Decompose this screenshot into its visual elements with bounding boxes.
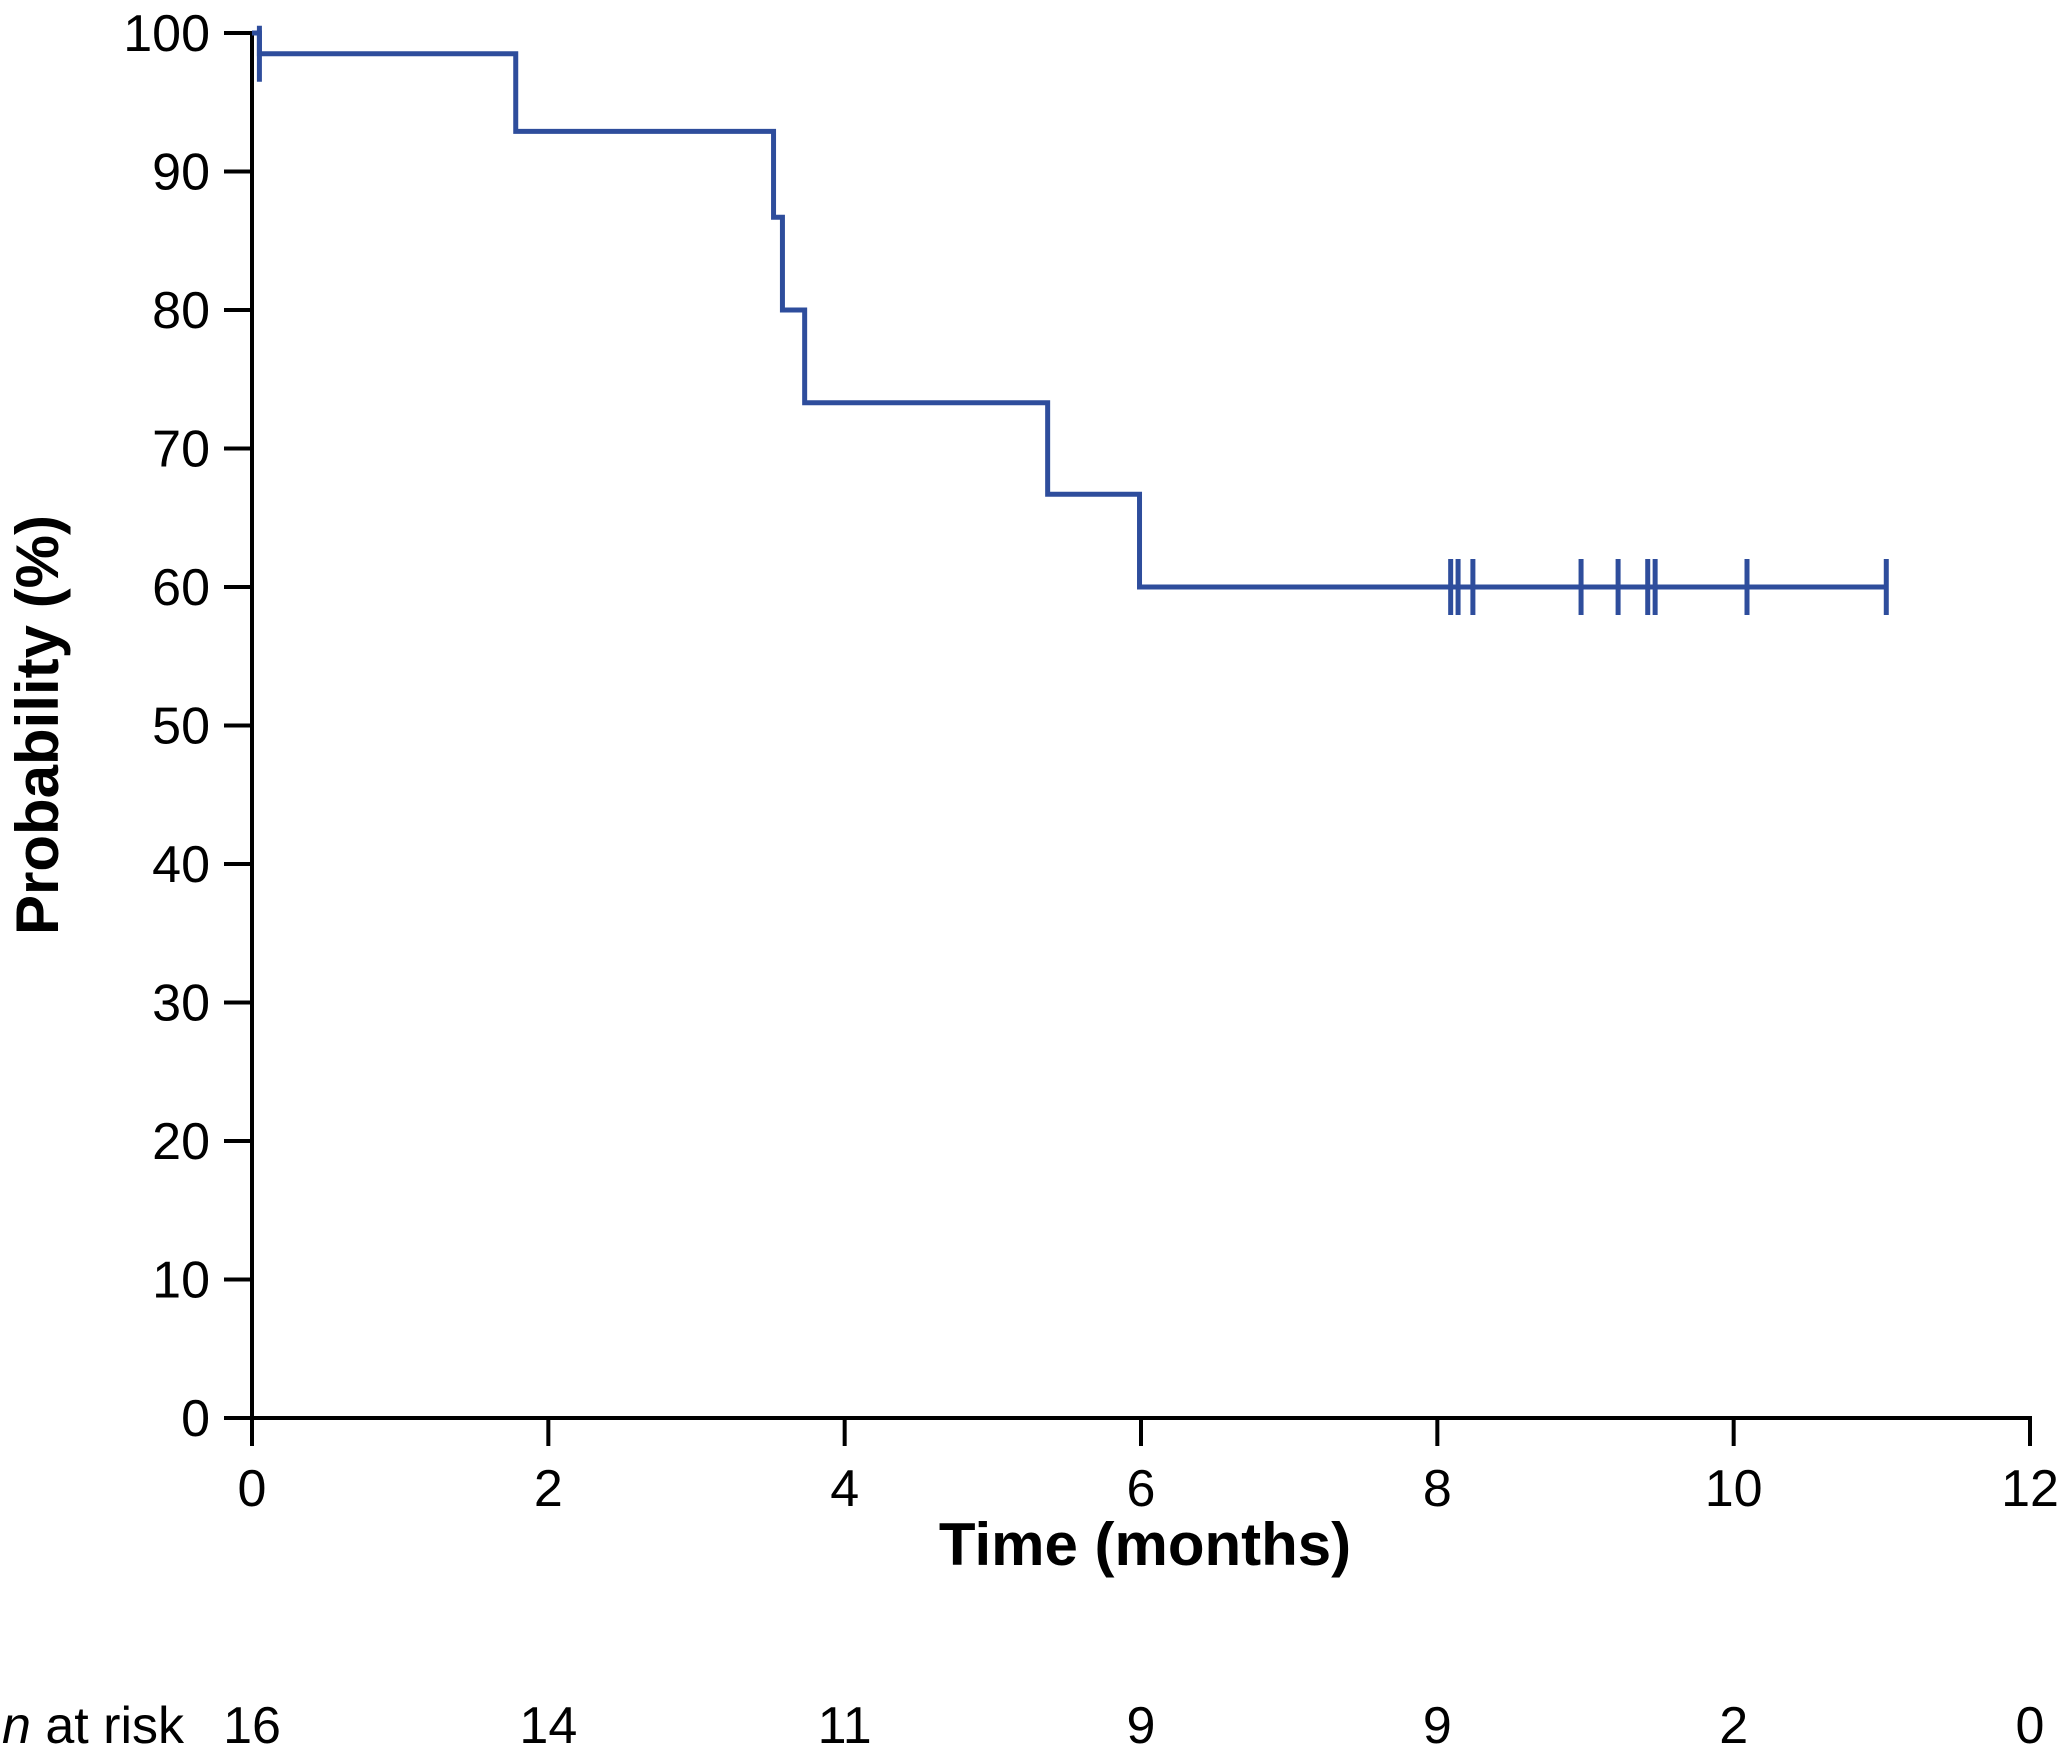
x-tick-label: 6 [1127, 1460, 1156, 1518]
x-tick-label: 10 [1705, 1460, 1763, 1518]
at-risk-count: 11 [818, 1697, 872, 1755]
y-tick-label: 90 [152, 144, 210, 202]
x-tick-label: 8 [1423, 1460, 1452, 1518]
at-risk-label-rest: at risk [31, 1697, 185, 1755]
x-tick-label: 12 [2001, 1460, 2059, 1518]
survival-curve [252, 30, 1887, 590]
at-risk-row: n at risk 16 14 11 9 9 2 0 [2, 1697, 2044, 1755]
y-tick-label: 10 [152, 1252, 210, 1310]
y-tick-label: 80 [152, 282, 210, 340]
y-tick-label: 60 [152, 559, 210, 617]
survival-step-line [252, 30, 1887, 590]
y-tick-label: 20 [152, 1113, 210, 1171]
y-tick-label: 70 [152, 421, 210, 479]
y-axis-title: Probability (%) [4, 515, 71, 935]
at-risk-count: 9 [1423, 1697, 1452, 1755]
at-risk-count: 14 [519, 1697, 577, 1755]
x-tick-label: 4 [830, 1460, 859, 1518]
at-risk-label-n: n [2, 1697, 31, 1755]
y-tick-label: 50 [152, 698, 210, 756]
y-tick-label: 0 [181, 1390, 210, 1448]
x-tick-label: 2 [534, 1460, 563, 1518]
y-tick-label: 100 [123, 5, 210, 63]
y-axis-ticks: 0 10 20 30 40 50 60 70 80 90 100 [123, 5, 252, 1448]
at-risk-count: 16 [223, 1697, 281, 1755]
at-risk-count: 2 [1719, 1697, 1748, 1755]
censor-marks [256, 25, 1889, 615]
axes [250, 33, 2032, 1420]
at-risk-count: 0 [2016, 1697, 2045, 1755]
at-risk-label: n at risk [2, 1697, 185, 1755]
y-tick-label: 30 [152, 975, 210, 1033]
x-axis-title: Time (months) [939, 1511, 1351, 1578]
x-axis-ticks: 0 2 4 6 8 10 12 [238, 1418, 2059, 1518]
x-tick-label: 0 [238, 1460, 267, 1518]
at-risk-count: 9 [1127, 1697, 1156, 1755]
y-tick-label: 40 [152, 836, 210, 894]
